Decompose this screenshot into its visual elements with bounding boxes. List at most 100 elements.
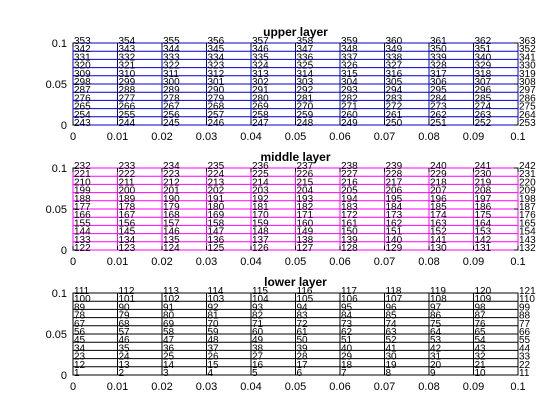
node-label: 272 bbox=[386, 102, 403, 113]
node-label: 34 bbox=[74, 343, 86, 354]
node-label: 242 bbox=[519, 161, 536, 172]
node-label: 310 bbox=[119, 69, 136, 80]
node-label: 91 bbox=[163, 302, 175, 313]
node-label: 266 bbox=[119, 102, 136, 113]
x-tick-label: 0 bbox=[70, 256, 76, 268]
node-label: 12 bbox=[74, 360, 86, 371]
node-label: 108 bbox=[430, 294, 447, 305]
node-label: 139 bbox=[341, 235, 358, 246]
chart-title: middle layer bbox=[260, 150, 330, 164]
node-label: 256 bbox=[163, 110, 180, 121]
node-label: 289 bbox=[163, 85, 180, 96]
node-label: 207 bbox=[430, 186, 447, 197]
node-label: 83 bbox=[297, 311, 309, 322]
node-label: 275 bbox=[519, 102, 536, 113]
x-tick-label: 0.09 bbox=[463, 381, 484, 393]
node-label: 59 bbox=[208, 327, 220, 338]
node-label: 138 bbox=[297, 235, 314, 246]
node-label: 103 bbox=[208, 294, 225, 305]
node-label: 323 bbox=[208, 61, 225, 72]
node-label: 194 bbox=[341, 194, 358, 205]
node-label: 60 bbox=[252, 327, 264, 338]
x-tick-label: 0 bbox=[70, 381, 76, 393]
node-label: 255 bbox=[119, 110, 136, 121]
x-tick-label: 0.07 bbox=[374, 131, 395, 143]
node-label: 39 bbox=[297, 343, 309, 354]
node-label: 71 bbox=[252, 319, 264, 330]
node-label: 267 bbox=[163, 102, 180, 113]
node-label: 297 bbox=[519, 85, 536, 96]
node-label: 333 bbox=[163, 52, 180, 63]
node-label: 343 bbox=[119, 44, 136, 55]
node-label: 281 bbox=[297, 93, 314, 104]
node-label: 45 bbox=[74, 335, 86, 346]
node-label: 227 bbox=[341, 169, 358, 180]
node-label: 114 bbox=[208, 286, 224, 297]
node-label: 131 bbox=[475, 243, 492, 254]
node-label: 354 bbox=[119, 36, 136, 47]
node-label: 113 bbox=[163, 286, 179, 297]
node-label: 40 bbox=[341, 343, 353, 354]
node-label: 181 bbox=[252, 202, 269, 213]
node-label: 51 bbox=[341, 335, 353, 346]
node-label: 188 bbox=[74, 194, 91, 205]
node-label: 294 bbox=[386, 85, 403, 96]
node-label: 206 bbox=[386, 186, 403, 197]
node-label: 5 bbox=[252, 368, 258, 379]
node-label: 97 bbox=[430, 302, 442, 313]
node-label: 237 bbox=[297, 161, 314, 172]
node-label: 140 bbox=[386, 235, 403, 246]
node-label: 49 bbox=[252, 335, 264, 346]
node-label: 13 bbox=[119, 360, 131, 371]
node-label: 342 bbox=[74, 44, 91, 55]
node-label: 270 bbox=[297, 102, 314, 113]
node-label: 236 bbox=[252, 161, 269, 172]
node-label: 247 bbox=[252, 118, 269, 129]
node-label: 23 bbox=[74, 352, 86, 363]
node-label: 111 bbox=[74, 286, 90, 297]
chart-title: upper layer bbox=[263, 25, 328, 39]
node-label: 147 bbox=[208, 227, 225, 238]
node-label: 211 bbox=[119, 177, 135, 188]
node-label: 32 bbox=[475, 352, 487, 363]
node-label: 98 bbox=[475, 302, 487, 313]
node-label: 290 bbox=[208, 85, 225, 96]
node-label: 186 bbox=[475, 202, 492, 213]
node-label: 183 bbox=[341, 202, 358, 213]
node-label: 115 bbox=[252, 286, 268, 297]
node-label: 235 bbox=[208, 161, 225, 172]
x-tick-label: 0.02 bbox=[151, 131, 172, 143]
node-label: 64 bbox=[430, 327, 442, 338]
node-label: 70 bbox=[208, 319, 220, 330]
node-label: 8 bbox=[386, 368, 392, 379]
node-label: 96 bbox=[386, 302, 398, 313]
node-label: 330 bbox=[519, 61, 536, 72]
x-tick-label: 0.08 bbox=[418, 256, 439, 268]
node-label: 119 bbox=[430, 286, 446, 297]
x-tick-label: 0.08 bbox=[418, 381, 439, 393]
node-label: 319 bbox=[519, 69, 536, 80]
y-tick-label: 0.1 bbox=[52, 288, 67, 300]
x-tick-label: 0.02 bbox=[151, 256, 172, 268]
node-label: 177 bbox=[74, 202, 91, 213]
node-label: 202 bbox=[208, 186, 225, 197]
x-tick-label: 0.04 bbox=[240, 131, 261, 143]
node-label: 189 bbox=[119, 194, 136, 205]
node-label: 314 bbox=[297, 69, 314, 80]
node-label: 355 bbox=[163, 36, 180, 47]
node-label: 306 bbox=[430, 77, 447, 88]
node-label: 80 bbox=[163, 311, 175, 322]
node-label: 68 bbox=[119, 319, 131, 330]
node-label: 347 bbox=[297, 44, 314, 55]
x-tick-label: 0.1 bbox=[510, 381, 525, 393]
node-label: 54 bbox=[475, 335, 487, 346]
node-label: 215 bbox=[297, 177, 314, 188]
x-tick-label: 0.07 bbox=[374, 381, 395, 393]
node-label: 157 bbox=[163, 218, 180, 229]
node-label: 62 bbox=[341, 327, 353, 338]
node-label: 95 bbox=[341, 302, 353, 313]
node-label: 110 bbox=[519, 294, 535, 305]
node-label: 156 bbox=[119, 218, 136, 229]
node-label: 50 bbox=[297, 335, 309, 346]
x-tick-label: 0.01 bbox=[107, 131, 128, 143]
